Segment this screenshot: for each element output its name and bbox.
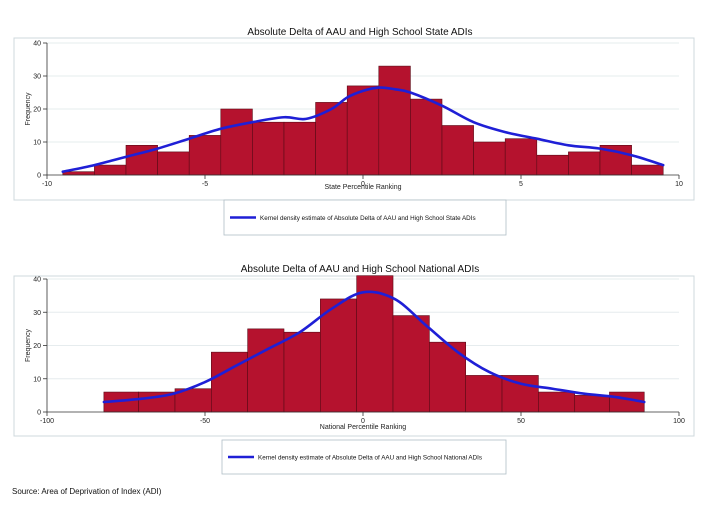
y-tick-label: 20 (33, 107, 41, 114)
y-tick-label: 40 (33, 277, 41, 284)
histogram-bar (378, 65, 411, 176)
x-axis-label: State Percentile Ranking (324, 184, 401, 191)
y-tick-label: 20 (33, 343, 41, 350)
x-tick-label: -100 (40, 418, 54, 425)
histogram-bar (441, 125, 474, 176)
legend-box (221, 439, 507, 475)
x-tick-label: 10 (675, 181, 683, 188)
histogram-bar (247, 328, 285, 413)
histogram-bar (62, 171, 95, 176)
state-histogram-panel: Absolute Delta of AAU and High School St… (13, 27, 695, 236)
x-tick-label: -5 (202, 181, 208, 188)
histogram-bar (94, 164, 127, 176)
histogram-bar (574, 395, 610, 413)
x-tick-label: -50 (200, 418, 210, 425)
y-tick-label: 40 (33, 41, 41, 48)
national-histogram-panel: Absolute Delta of AAU and High School Na… (13, 264, 695, 475)
histogram-bar (346, 85, 380, 176)
legend-label: Kernel density estimate of Absolute Delt… (258, 455, 482, 462)
x-tick-label: 0 (361, 181, 365, 188)
x-tick-label: 0 (361, 418, 365, 425)
x-tick-label: 5 (519, 181, 523, 188)
y-tick-label: 30 (33, 74, 41, 81)
x-tick-label: 100 (673, 418, 685, 425)
histogram-bar (220, 108, 253, 176)
source-note: Source: Area of Deprivation of Index (AD… (12, 487, 162, 496)
histogram-bar (473, 141, 506, 176)
y-tick-label: 0 (37, 173, 41, 180)
histogram-bar (283, 331, 321, 413)
histogram-bar (188, 135, 222, 176)
histogram-bar (320, 298, 357, 413)
legend-label: Kernel density estimate of Absolute Delt… (260, 215, 476, 222)
x-tick-label: 50 (517, 418, 525, 425)
legend-box (223, 199, 507, 236)
y-axis-label: Frequency (25, 92, 32, 126)
histogram-bar (157, 151, 190, 176)
histogram-bar (283, 121, 316, 176)
y-tick-label: 0 (37, 410, 41, 417)
histogram-bar (568, 151, 601, 176)
histogram-bar (410, 98, 443, 176)
x-tick-label: -10 (42, 181, 52, 188)
y-axis-label: Frequency (25, 328, 32, 362)
y-tick-label: 10 (33, 376, 41, 383)
chart-title: Absolute Delta of AAU and High School Na… (241, 264, 479, 275)
histogram-bar (536, 154, 569, 176)
kde-line (102, 290, 646, 404)
histogram-bar (538, 391, 576, 413)
histogram-bar (465, 375, 503, 413)
x-axis-label: National Percentile Ranking (320, 424, 406, 431)
histogram-bar (504, 138, 538, 176)
histogram-bar (501, 375, 539, 413)
y-tick-label: 30 (33, 310, 41, 317)
histogram-bar (252, 121, 285, 176)
histogram-bar (392, 315, 430, 413)
kde-line (61, 86, 665, 173)
y-tick-label: 10 (33, 140, 41, 147)
chart-title: Absolute Delta of AAU and High School St… (247, 27, 472, 38)
histogram-bar (631, 164, 664, 176)
